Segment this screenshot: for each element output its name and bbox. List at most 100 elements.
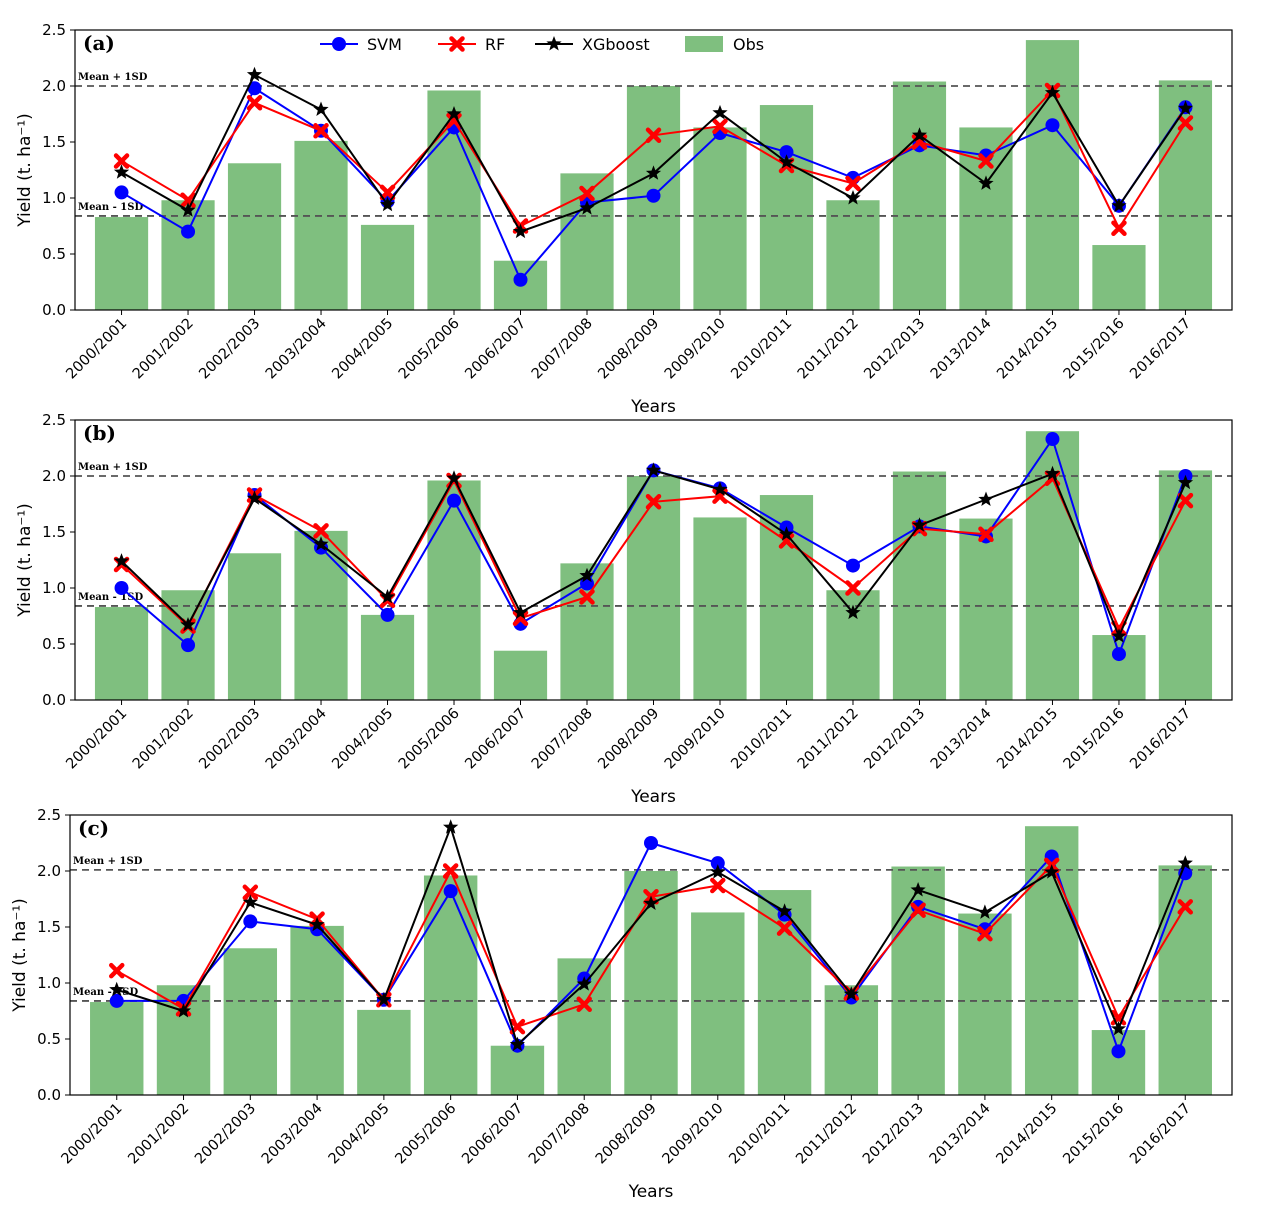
obs-bar: [493, 650, 548, 700]
x-tick-label: 2012/2013: [861, 316, 928, 383]
svm-point: [911, 899, 926, 914]
x-tick-label: 2007/2008: [529, 316, 596, 383]
y-tick-label: 1.5: [42, 523, 66, 541]
panel-label: (a): [83, 31, 115, 55]
y-tick-label: 2.0: [42, 77, 66, 95]
obs-bar: [357, 1009, 411, 1095]
rf-point: [313, 523, 329, 539]
obs-bar: [1158, 470, 1213, 700]
rf-point: [910, 902, 926, 918]
xgboost-point: [1044, 864, 1060, 879]
svm-point: [845, 558, 860, 573]
rf-point: [977, 925, 993, 942]
xgboost-point: [777, 903, 793, 918]
y-tick-label: 2.0: [37, 862, 61, 880]
xgboost-point: [313, 536, 329, 551]
x-axis-label: Years: [630, 397, 676, 417]
obs-bar: [759, 105, 814, 310]
xgboost-point: [1111, 197, 1127, 213]
xgboost-point: [309, 916, 325, 932]
x-tick-label: 2008/2009: [593, 1101, 660, 1168]
svm-point: [1111, 1044, 1126, 1059]
x-tick-label: 2007/2008: [529, 706, 596, 773]
obs-bar: [826, 200, 880, 310]
obs-bar: [90, 1002, 144, 1095]
obs-bar: [626, 476, 681, 700]
xgboost-point: [712, 481, 728, 496]
x-tick-label: 2013/2014: [927, 1101, 994, 1168]
obs-bar: [1092, 635, 1146, 700]
xgboost-point: [242, 894, 258, 909]
x-tick-label: 2003/2004: [259, 1101, 326, 1168]
obs-bar: [290, 925, 344, 1095]
svm-point: [443, 884, 458, 899]
xgboost-point: [175, 1003, 192, 1018]
y-tick-label: 0.5: [42, 245, 66, 263]
x-tick-label: 2009/2010: [662, 706, 729, 773]
xgboost-point: [109, 981, 125, 997]
x-tick-label: 2002/2003: [192, 1101, 259, 1168]
obs-bar: [227, 163, 282, 310]
chart-panel-b: Mean + 1SD Mean - 1SD 0.0 0.5 1.0 1.5 2.0 2.5 20…: [15, 411, 1233, 807]
x-axis-label: Years: [630, 787, 676, 807]
xgboost-point: [446, 106, 462, 121]
xgboost-point: [113, 164, 130, 179]
obs-bar: [1025, 40, 1080, 311]
xgboost-point: [313, 101, 329, 116]
xgboost-point: [645, 462, 662, 477]
x-tick-label: 2008/2009: [595, 316, 662, 383]
xgboost-point: [710, 864, 726, 879]
rf-point: [579, 589, 595, 605]
svm-point: [779, 145, 794, 160]
rf-point: [710, 877, 726, 894]
x-tick-label: 2012/2013: [861, 706, 928, 773]
legend-label: XGboost: [582, 35, 650, 54]
svm-point: [646, 188, 661, 203]
legend: SVM RF XGboost Obs: [320, 35, 764, 54]
x-tick-label: 2005/2006: [393, 1101, 460, 1168]
xgboost-point: [376, 991, 392, 1007]
rf-point: [776, 920, 793, 936]
x-tick-label: 2014/2015: [994, 1101, 1061, 1168]
xgboost-point: [1044, 465, 1061, 481]
svm-point: [114, 185, 129, 200]
x-tick-label: 2004/2005: [329, 316, 396, 383]
y-tick-label: 0.0: [42, 301, 66, 319]
x-tick-label: 2007/2008: [526, 1101, 593, 1168]
xgboost-point: [1177, 100, 1194, 115]
xgboost-point: [845, 190, 861, 205]
y-tick-label: 2.5: [42, 411, 66, 429]
rf-point: [242, 884, 259, 901]
rf-point: [313, 123, 329, 139]
x-tick-label: 2016/2017: [1127, 706, 1194, 773]
x-tick-label: 2010/2011: [726, 1101, 793, 1168]
rf-point: [845, 580, 861, 596]
xgboost-point: [446, 470, 462, 485]
rf-point: [442, 863, 459, 879]
xgboost-point: [246, 490, 263, 505]
x-tick-label: 2001/2002: [130, 316, 197, 383]
obs-bar: [360, 224, 415, 310]
xgboost-point: [843, 986, 859, 1001]
x-tick-label: 2005/2006: [396, 316, 463, 383]
obs-bar: [892, 81, 947, 311]
x-tick-label: 2004/2005: [329, 706, 396, 773]
x-tick-label: 2006/2007: [462, 706, 529, 773]
x-tick-label: 2003/2004: [263, 316, 330, 383]
xgboost-point: [180, 617, 196, 632]
obs-bar: [624, 871, 678, 1095]
svm-point: [332, 37, 346, 51]
x-tick-label: 2015/2016: [1060, 1101, 1127, 1168]
x-tick-label: 2001/2002: [130, 706, 197, 773]
y-axis-label: Yield (t. ha⁻¹): [15, 503, 35, 618]
rf-point: [1177, 492, 1194, 509]
obs-bar: [691, 912, 745, 1095]
legend-label: RF: [485, 35, 505, 54]
rf-point: [449, 36, 465, 52]
svm-point: [247, 81, 262, 96]
xgboost-point: [579, 567, 595, 583]
svm-point: [109, 993, 124, 1008]
xgboost-point: [379, 589, 396, 604]
legend-item-rf: RF: [438, 35, 505, 54]
